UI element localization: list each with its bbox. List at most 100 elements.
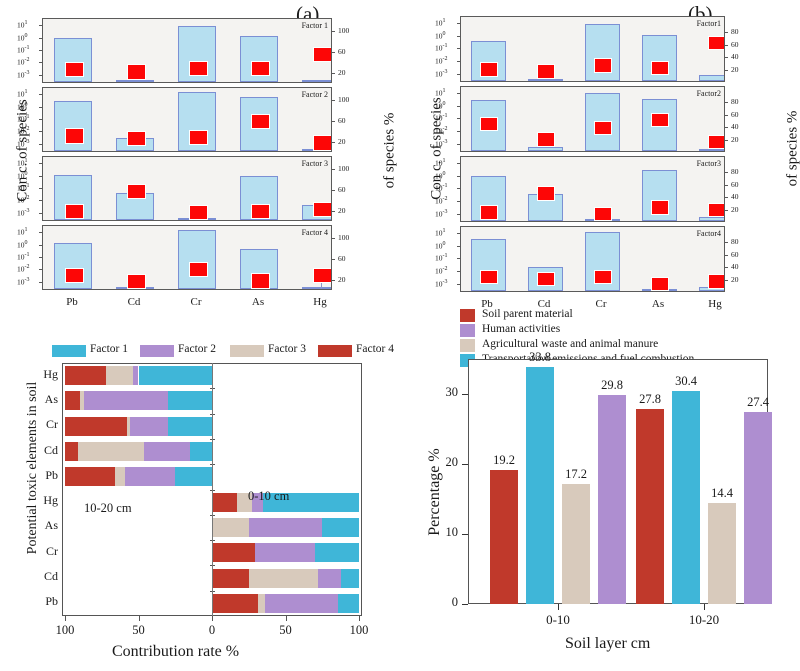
- legend-swatch-4: [318, 345, 352, 357]
- xtick-mark: [212, 616, 213, 621]
- ytick-label: 10-2: [17, 126, 30, 136]
- y2tick-label: 40: [731, 52, 739, 62]
- ytick-mark: [462, 394, 468, 395]
- bar-10-20-3: [708, 503, 736, 604]
- subplot-factor-label: Factor1: [696, 19, 721, 28]
- concentration-bar: [302, 287, 331, 289]
- bar-segment: [129, 416, 168, 436]
- legend-label-3: Factor 3: [268, 343, 307, 355]
- y2tick-label: 60: [731, 109, 739, 119]
- bar-segment: [251, 492, 264, 512]
- percentage-marker: [126, 130, 146, 146]
- ytick-mark: [39, 25, 42, 27]
- percentage-marker: [64, 128, 84, 144]
- ytick-mark: [457, 93, 460, 95]
- ytick-mark: [457, 175, 460, 177]
- ytick-label: 10-2: [435, 196, 448, 206]
- percentage-marker: [651, 60, 669, 76]
- ytick-mark: [457, 283, 460, 285]
- subplot-factor-label: Factor3: [696, 159, 721, 168]
- ytick-mark: [39, 74, 42, 76]
- y2tick-mark: [725, 44, 728, 46]
- ytick-label: 10-2: [17, 264, 30, 274]
- y2tick-label: 20: [338, 206, 346, 216]
- y2tick-mark: [725, 267, 728, 269]
- y2tick-mark: [725, 280, 728, 282]
- ytick-mark: [457, 118, 460, 120]
- bar-segment: [84, 391, 168, 411]
- ytick-label: 10-3: [435, 138, 448, 149]
- ytick-mark: [39, 106, 42, 108]
- bar-segment: [65, 366, 107, 386]
- tick-dropline: [321, 280, 322, 289]
- bar-segment: [254, 543, 315, 563]
- xaxis-label-Cr: Cr: [595, 298, 607, 310]
- row-label-As: As: [44, 518, 58, 533]
- panel-c-annotation-lower: 10-20 cm: [84, 501, 132, 515]
- ytick-label: 10-3: [435, 208, 448, 219]
- concentration-bar: [698, 75, 724, 81]
- bar-10-20-1: [636, 409, 664, 604]
- ytick-mark: [457, 245, 460, 247]
- ytick-mark: [462, 604, 468, 605]
- ytick-mark: [39, 37, 42, 39]
- subplot-2: Factor2: [460, 86, 725, 152]
- ytick-label: 10-3: [17, 69, 30, 80]
- percentage-marker: [188, 61, 208, 77]
- legend-swatch-2: [460, 324, 475, 337]
- table-row: [0, 467, 362, 487]
- bar-value-label: 14.4: [711, 486, 733, 501]
- percentage-marker: [250, 114, 270, 130]
- ytick-label: 10-1: [17, 252, 30, 262]
- bar-segment: [125, 467, 176, 487]
- ytick-mark: [457, 188, 460, 190]
- xaxis-label-As: As: [251, 296, 265, 308]
- percentage-marker: [594, 120, 612, 136]
- subplot-factor-label: Factor 1: [301, 21, 328, 30]
- y2tick-mark: [725, 31, 728, 33]
- legend-swatch-3: [230, 345, 264, 357]
- ytick-label: 100: [435, 240, 446, 251]
- y2tick-mark: [725, 101, 728, 103]
- y2tick-mark: [725, 254, 728, 256]
- percentage-marker: [537, 64, 555, 79]
- ytick-mark: [39, 119, 42, 121]
- legend-swatch-1: [460, 309, 475, 322]
- y2tick-mark: [332, 189, 335, 191]
- row-label-Cd: Cd: [43, 442, 58, 457]
- ytick-label: 10-2: [435, 56, 448, 66]
- bar-segment: [132, 366, 139, 386]
- legend-swatch-2: [140, 345, 174, 357]
- subplot-4: Factor4: [460, 226, 725, 292]
- ytick-mark: [457, 23, 460, 25]
- y2tick-mark: [725, 241, 728, 243]
- ytick-label: 0: [451, 595, 458, 609]
- y2tick-mark: [725, 114, 728, 116]
- bar-value-label: 29.8: [601, 378, 623, 393]
- ytick-mark: [457, 258, 460, 260]
- percentage-marker: [188, 204, 208, 220]
- row-label-As: As: [44, 391, 58, 406]
- row-label-Pb: Pb: [45, 467, 58, 482]
- bar-segment: [65, 391, 80, 411]
- y2tick-label: 100: [338, 25, 350, 35]
- panel-d-xlabel: Soil layer cm: [565, 635, 651, 652]
- ytick-label: 100: [435, 100, 446, 111]
- y2tick-label: 80: [731, 26, 739, 36]
- concentration-bar: [698, 217, 724, 221]
- y2tick-mark: [725, 171, 728, 173]
- table-row: [0, 568, 362, 588]
- y2tick-label: 20: [731, 205, 739, 215]
- table-row: [0, 517, 362, 537]
- concentration-bar: [116, 80, 154, 82]
- bar-segment: [248, 568, 318, 588]
- concentration-bar: [178, 229, 216, 289]
- panel-a: (a) Con c. of species of species % Facto…: [0, 0, 420, 320]
- ytick-mark: [457, 143, 460, 145]
- ytick-mark: [457, 35, 460, 37]
- y2tick-label: 60: [731, 39, 739, 49]
- bar-value-label: 19.2: [493, 452, 515, 467]
- ytick-mark: [39, 257, 42, 259]
- percentage-marker: [594, 207, 612, 221]
- xtick-label: 0: [208, 623, 216, 637]
